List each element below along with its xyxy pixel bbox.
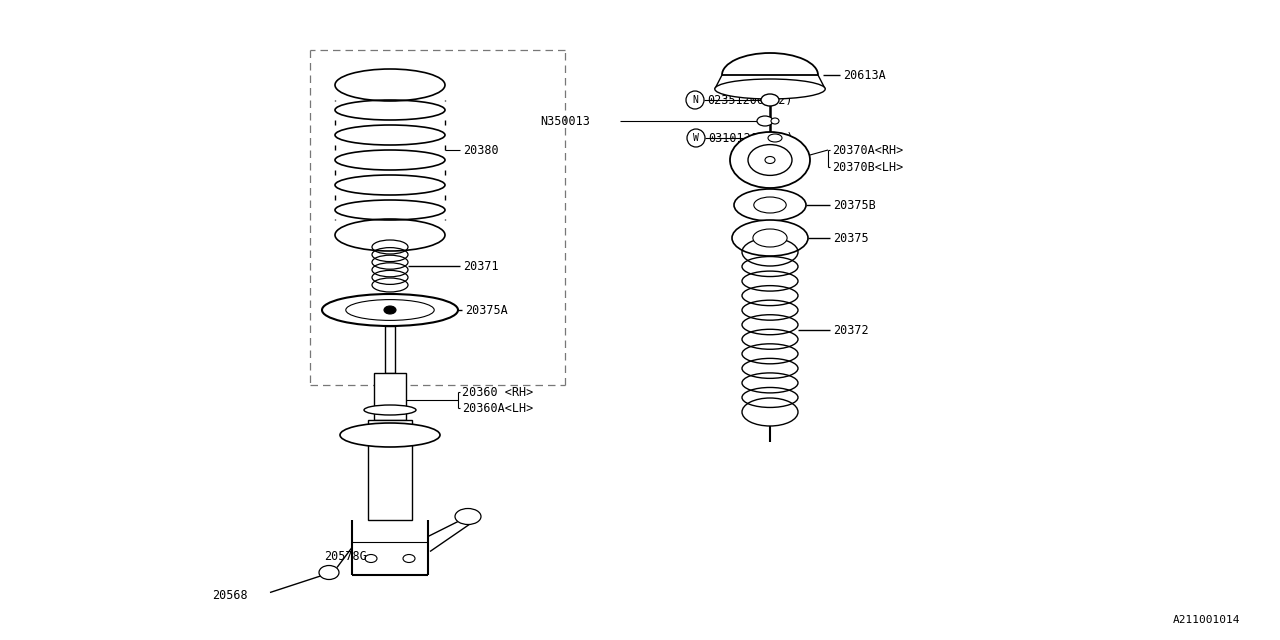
Text: 20371: 20371	[463, 259, 499, 273]
Ellipse shape	[748, 145, 792, 175]
Ellipse shape	[714, 79, 826, 99]
Ellipse shape	[323, 294, 458, 326]
Text: 20360A<LH>: 20360A<LH>	[462, 401, 534, 415]
Ellipse shape	[771, 118, 780, 124]
Text: 023512006(2): 023512006(2)	[707, 93, 792, 106]
Text: 20375B: 20375B	[833, 198, 876, 211]
Text: 20372: 20372	[833, 323, 869, 337]
Ellipse shape	[732, 220, 808, 256]
Ellipse shape	[340, 423, 440, 447]
Text: 20578G: 20578G	[324, 550, 366, 563]
Text: 20360 <RH>: 20360 <RH>	[462, 385, 534, 399]
Ellipse shape	[364, 405, 416, 415]
Text: 031012000(2): 031012000(2)	[708, 131, 794, 145]
Bar	[385, 326, 396, 373]
Text: A211001014: A211001014	[1172, 615, 1240, 625]
Text: N350013: N350013	[540, 115, 590, 127]
Ellipse shape	[319, 566, 339, 579]
Ellipse shape	[756, 116, 773, 126]
Ellipse shape	[753, 229, 787, 247]
Text: 20568: 20568	[212, 589, 248, 602]
Ellipse shape	[454, 509, 481, 525]
Text: 20370B<LH>: 20370B<LH>	[832, 161, 904, 173]
Ellipse shape	[754, 197, 786, 213]
Ellipse shape	[384, 306, 396, 314]
Ellipse shape	[762, 94, 780, 106]
Text: N: N	[692, 95, 698, 105]
Bar	[374, 373, 406, 420]
Ellipse shape	[730, 132, 810, 188]
Text: 20370A<RH>: 20370A<RH>	[832, 143, 904, 157]
Text: 20613A: 20613A	[844, 68, 886, 81]
Text: 20380: 20380	[463, 143, 499, 157]
Text: W: W	[692, 133, 699, 143]
Ellipse shape	[768, 134, 782, 142]
Ellipse shape	[733, 189, 806, 221]
Text: 20375: 20375	[833, 232, 869, 244]
Bar	[369, 420, 412, 520]
Text: 20375A: 20375A	[465, 303, 508, 317]
Ellipse shape	[765, 157, 774, 163]
